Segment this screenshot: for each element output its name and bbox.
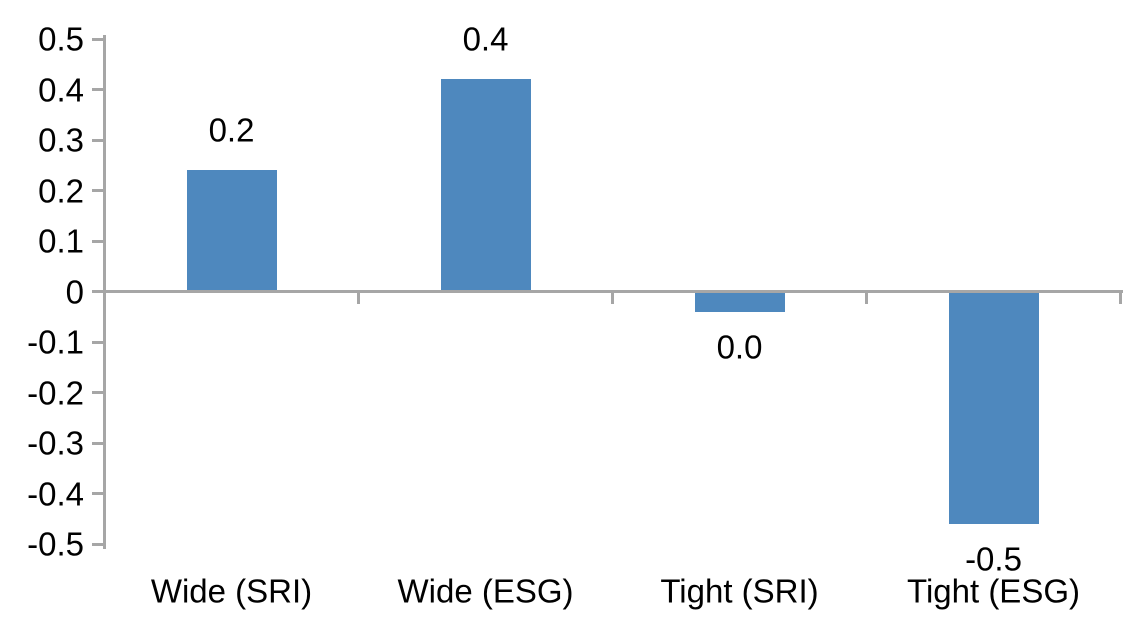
bar-value-label: -0.5	[965, 540, 1022, 578]
bar	[948, 293, 1039, 524]
y-axis-tick	[92, 239, 103, 243]
y-axis-tick	[92, 138, 103, 142]
y-axis-tick	[92, 189, 103, 192]
y-axis-tick	[92, 88, 103, 91]
y-tick-label: 0.2	[38, 172, 84, 209]
y-axis-tick	[92, 391, 103, 394]
y-tick-label: -0.2	[27, 374, 84, 411]
x-axis-tick	[1119, 290, 1122, 304]
y-axis-tick	[92, 37, 103, 41]
y-tick-label: -0.3	[27, 424, 84, 462]
category-label: Wide (ESG)	[397, 572, 574, 610]
x-axis-tick	[865, 290, 868, 304]
y-axis-tick	[92, 290, 103, 293]
y-tick-label: 0.3	[38, 121, 84, 159]
category-label: Wide (SRI)	[150, 572, 313, 610]
bar-value-label: 0.4	[462, 20, 509, 58]
y-tick-label: 0	[65, 273, 84, 310]
bar	[186, 170, 277, 290]
y-axis-tick	[92, 441, 103, 445]
bar-value-label: 0.2	[208, 111, 255, 149]
y-tick-label: 0.5	[38, 20, 84, 58]
category-label: Tight (SRI)	[660, 572, 819, 610]
y-axis-tick	[92, 340, 103, 344]
y-axis-tick	[92, 492, 103, 495]
bar	[440, 79, 531, 290]
y-tick-label: -0.5	[27, 525, 84, 563]
category-label: Tight (ESG)	[907, 572, 1080, 610]
y-tick-label: -0.1	[27, 323, 84, 361]
y-tick-label: -0.4	[27, 475, 84, 512]
y-tick-label: 0.4	[38, 71, 84, 108]
x-axis-tick	[611, 290, 614, 304]
y-axis-tick	[92, 542, 103, 546]
x-axis-tick	[357, 290, 360, 304]
bar-value-label: 0.0	[716, 328, 763, 366]
y-tick-label: 0.1	[38, 222, 84, 260]
bar	[694, 293, 785, 312]
